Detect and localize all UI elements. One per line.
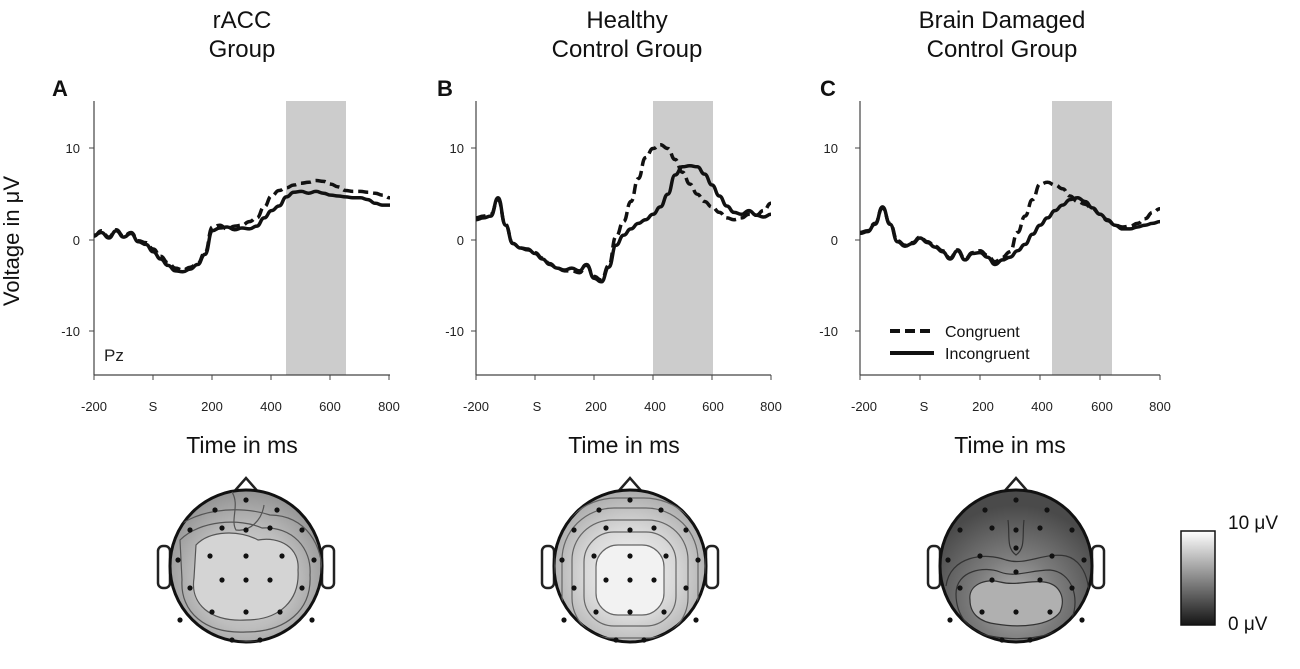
erp-panel-b: 10 0 -10 -200 S 200 400 600 800: [445, 101, 782, 414]
x-tick-label: S: [533, 399, 542, 414]
electrode-label: Pz: [104, 346, 124, 365]
legend: Congruent Incongruent: [890, 324, 1030, 363]
y-tick-label: 0: [73, 233, 80, 248]
shaded-window-a: [286, 101, 346, 375]
electrodes-c: [945, 497, 1087, 643]
ear-icon: [156, 544, 172, 590]
incongruent-line-b: [475, 164, 772, 284]
topo-map-b: [540, 476, 720, 644]
y-ticks-b: 10 0 -10: [445, 141, 476, 339]
x-tick-label: 800: [760, 399, 782, 414]
x-tick-label: S: [920, 399, 929, 414]
group-title-b-line1: Healthy: [586, 7, 668, 34]
y-tick-label: -10: [445, 324, 464, 339]
y-tick-label: -10: [61, 324, 80, 339]
group-title-a-line2: Group: [208, 36, 276, 63]
ear-icon: [926, 544, 942, 590]
ear-icon: [540, 544, 556, 590]
x-ticks-a: -200 S 200 400 600 800: [81, 375, 400, 414]
panel-letter-c: C: [820, 76, 836, 101]
y-tick-label: 0: [831, 233, 838, 248]
y-tick-label: -10: [819, 324, 838, 339]
electrodes-a: [175, 497, 317, 643]
colorbar-max-label: 10 μV: [1228, 513, 1279, 534]
erp-panel-a: 10 0 -10 -200 S 200 400 600 800 Pz: [61, 101, 400, 414]
group-title-b-line2: Control Group: [551, 36, 703, 63]
ear-icon: [1090, 544, 1106, 590]
group-title-c: Brain Damaged Control Group: [872, 6, 1132, 64]
y-ticks-a: 10 0 -10: [61, 141, 94, 339]
incongruent-line-c: [859, 196, 1161, 267]
x-tick-label: 800: [378, 399, 400, 414]
x-ticks-c: -200 S 200 400 600 800: [851, 375, 1171, 414]
x-tick-label: -200: [851, 399, 877, 414]
erp-panel-c: 10 0 -10 -200 S 200 400 600 800 Congruen…: [819, 101, 1171, 414]
legend-congruent-label: Congruent: [945, 324, 1020, 341]
group-title-a: rACC Group: [112, 6, 372, 64]
contour-lines-c: [945, 519, 1090, 640]
x-tick-label: 400: [644, 399, 666, 414]
ear-icon: [704, 544, 720, 590]
incongruent-line-a: [93, 189, 390, 274]
shaded-window-b: [653, 101, 713, 375]
x-tick-label: 400: [1031, 399, 1053, 414]
x-tick-label: 400: [260, 399, 282, 414]
y-tick-label: 10: [450, 141, 464, 156]
colorbar: [1180, 530, 1216, 626]
topo-map-c: [926, 476, 1106, 644]
y-tick-label: 10: [66, 141, 80, 156]
x-tick-label: 600: [702, 399, 724, 414]
topo-map-a: [156, 476, 336, 644]
x-tick-label: 800: [1149, 399, 1171, 414]
x-tick-label: 200: [201, 399, 223, 414]
x-tick-label: 600: [319, 399, 341, 414]
colorbar-min-label: 0 μV: [1228, 614, 1268, 635]
group-title-b: Healthy Control Group: [497, 6, 757, 64]
x-axis-label-a: Time in ms: [186, 432, 298, 458]
y-tick-label: 10: [824, 141, 838, 156]
x-axis-label-b: Time in ms: [568, 432, 680, 458]
panel-letter-b: B: [437, 76, 453, 101]
x-tick-label: 200: [585, 399, 607, 414]
y-tick-label: 0: [457, 233, 464, 248]
legend-incongruent-label: Incongruent: [945, 346, 1030, 363]
panel-letter-a: A: [52, 76, 68, 101]
x-tick-label: -200: [463, 399, 489, 414]
x-tick-label: -200: [81, 399, 107, 414]
x-tick-label: S: [149, 399, 158, 414]
x-tick-label: 200: [972, 399, 994, 414]
group-title-c-line2: Control Group: [926, 36, 1078, 63]
electrodes-b: [559, 497, 701, 643]
x-ticks-b: -200 S 200 400 600 800: [463, 375, 782, 414]
group-title-c-line1: Brain Damaged: [918, 7, 1086, 34]
congruent-line-c: [859, 180, 1161, 264]
x-axis-label-c: Time in ms: [954, 432, 1066, 458]
y-ticks-c: 10 0 -10: [819, 141, 860, 339]
x-tick-label: 600: [1091, 399, 1113, 414]
shaded-window-c: [1052, 101, 1112, 375]
congruent-line-b: [475, 143, 772, 282]
ear-icon: [320, 544, 336, 590]
group-title-a-line1: rACC: [212, 7, 272, 34]
